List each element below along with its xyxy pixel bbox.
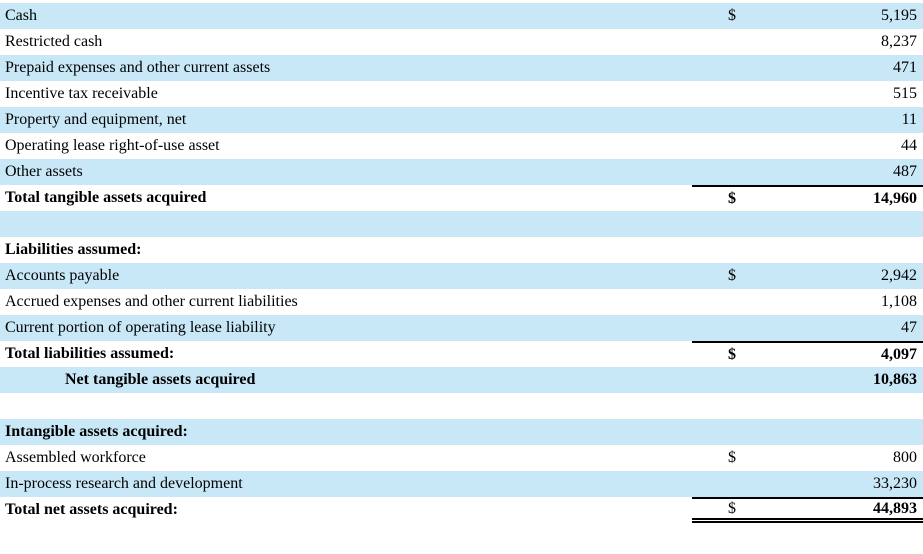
table-row: Other assets 487 bbox=[0, 159, 923, 185]
row-label bbox=[0, 393, 692, 419]
table-row: Property and equipment, net 11 bbox=[0, 107, 923, 133]
row-label: Prepaid expenses and other current asset… bbox=[5, 59, 271, 76]
row-amount: 14,960 bbox=[873, 190, 917, 207]
currency-symbol: $ bbox=[728, 449, 736, 466]
currency-symbol: $ bbox=[728, 7, 736, 24]
row-amount: 2,942 bbox=[881, 267, 917, 284]
table-row: Accrued expenses and other current liabi… bbox=[0, 289, 923, 315]
row-numbers: 47 bbox=[692, 315, 923, 341]
row-label: Assembled workforce bbox=[5, 449, 146, 466]
table-row: Operating lease right-of-use asset 44 bbox=[0, 133, 923, 159]
row-numbers: $ 4,097 bbox=[692, 341, 923, 367]
row-numbers: $ 44,893 bbox=[692, 497, 923, 523]
table-row: Incentive tax receivable 515 bbox=[0, 81, 923, 107]
row-amount: 44 bbox=[901, 137, 917, 154]
row-label: Total liabilities assumed: bbox=[5, 345, 175, 362]
table-row bbox=[0, 393, 923, 419]
table-row: Current portion of operating lease liabi… bbox=[0, 315, 923, 341]
row-label: Current portion of operating lease liabi… bbox=[5, 319, 276, 336]
row-amount: 10,863 bbox=[873, 371, 917, 388]
row-label: Accounts payable bbox=[5, 267, 120, 284]
table-row: Intangible assets acquired: bbox=[0, 419, 923, 445]
row-amount: 44,893 bbox=[873, 499, 917, 517]
row-label: Total tangible assets acquired bbox=[5, 189, 207, 206]
row-amount: 5,195 bbox=[881, 7, 917, 24]
currency-symbol: $ bbox=[728, 190, 736, 207]
table-row: In-process research and development 33,2… bbox=[0, 471, 923, 497]
currency-symbol: $ bbox=[728, 499, 736, 517]
table-row: Assembled workforce $ 800 bbox=[0, 445, 923, 471]
table-row: Prepaid expenses and other current asset… bbox=[0, 55, 923, 81]
row-numbers bbox=[692, 419, 923, 445]
row-numbers: 11 bbox=[692, 107, 923, 133]
row-numbers: 1,108 bbox=[692, 289, 923, 315]
row-numbers: 471 bbox=[692, 55, 923, 81]
row-numbers: 33,230 bbox=[692, 471, 923, 497]
row-label bbox=[0, 211, 692, 237]
row-numbers: $ 14,960 bbox=[692, 185, 923, 211]
row-numbers: 515 bbox=[692, 81, 923, 107]
row-label: Other assets bbox=[5, 163, 83, 180]
row-amount: 11 bbox=[901, 111, 917, 128]
table-row: Total net assets acquired: $ 44,893 bbox=[0, 497, 923, 523]
table-row: Liabilities assumed: bbox=[0, 237, 923, 263]
row-label: Restricted cash bbox=[5, 33, 103, 50]
row-amount: 487 bbox=[893, 163, 917, 180]
row-numbers bbox=[692, 393, 923, 419]
table-row: Net tangible assets acquired 10,863 bbox=[0, 367, 923, 393]
currency-symbol: $ bbox=[728, 346, 736, 363]
row-label: Total net assets acquired: bbox=[5, 501, 178, 518]
row-numbers bbox=[692, 237, 923, 263]
row-amount: 515 bbox=[893, 85, 917, 102]
row-label: Cash bbox=[5, 7, 37, 24]
row-numbers: 8,237 bbox=[692, 29, 923, 55]
row-amount: 33,230 bbox=[873, 475, 917, 492]
table-row: Accounts payable $ 2,942 bbox=[0, 263, 923, 289]
financial-table: Cash $ 5,195 Restricted cash 8,237 Prepa… bbox=[0, 3, 923, 523]
table-row: Restricted cash 8,237 bbox=[0, 29, 923, 55]
row-label: Property and equipment, net bbox=[5, 111, 187, 128]
row-amount: 1,108 bbox=[881, 293, 917, 310]
row-amount: 800 bbox=[893, 449, 917, 466]
table-row: Total tangible assets acquired $ 14,960 bbox=[0, 185, 923, 211]
row-label: Accrued expenses and other current liabi… bbox=[5, 293, 298, 310]
row-label: Liabilities assumed: bbox=[5, 241, 142, 258]
row-label: Operating lease right-of-use asset bbox=[5, 137, 220, 154]
row-numbers: 487 bbox=[692, 159, 923, 185]
row-numbers: $ 5,195 bbox=[692, 3, 923, 29]
row-amount: 8,237 bbox=[881, 33, 917, 50]
table-row bbox=[0, 211, 923, 237]
row-label: In-process research and development bbox=[5, 475, 243, 492]
row-label: Incentive tax receivable bbox=[5, 85, 158, 102]
row-numbers: $ 800 bbox=[692, 445, 923, 471]
row-numbers: 44 bbox=[692, 133, 923, 159]
table-row: Cash $ 5,195 bbox=[0, 3, 923, 29]
row-amount: 471 bbox=[893, 59, 917, 76]
row-label: Net tangible assets acquired bbox=[65, 371, 256, 388]
row-numbers: $ 2,942 bbox=[692, 263, 923, 289]
row-numbers bbox=[692, 211, 923, 237]
row-amount: 4,097 bbox=[881, 346, 917, 363]
row-amount: 47 bbox=[901, 319, 917, 336]
currency-symbol: $ bbox=[728, 267, 736, 284]
row-label: Intangible assets acquired: bbox=[5, 423, 188, 440]
table-row: Total liabilities assumed: $ 4,097 bbox=[0, 341, 923, 367]
row-numbers: 10,863 bbox=[692, 367, 923, 393]
